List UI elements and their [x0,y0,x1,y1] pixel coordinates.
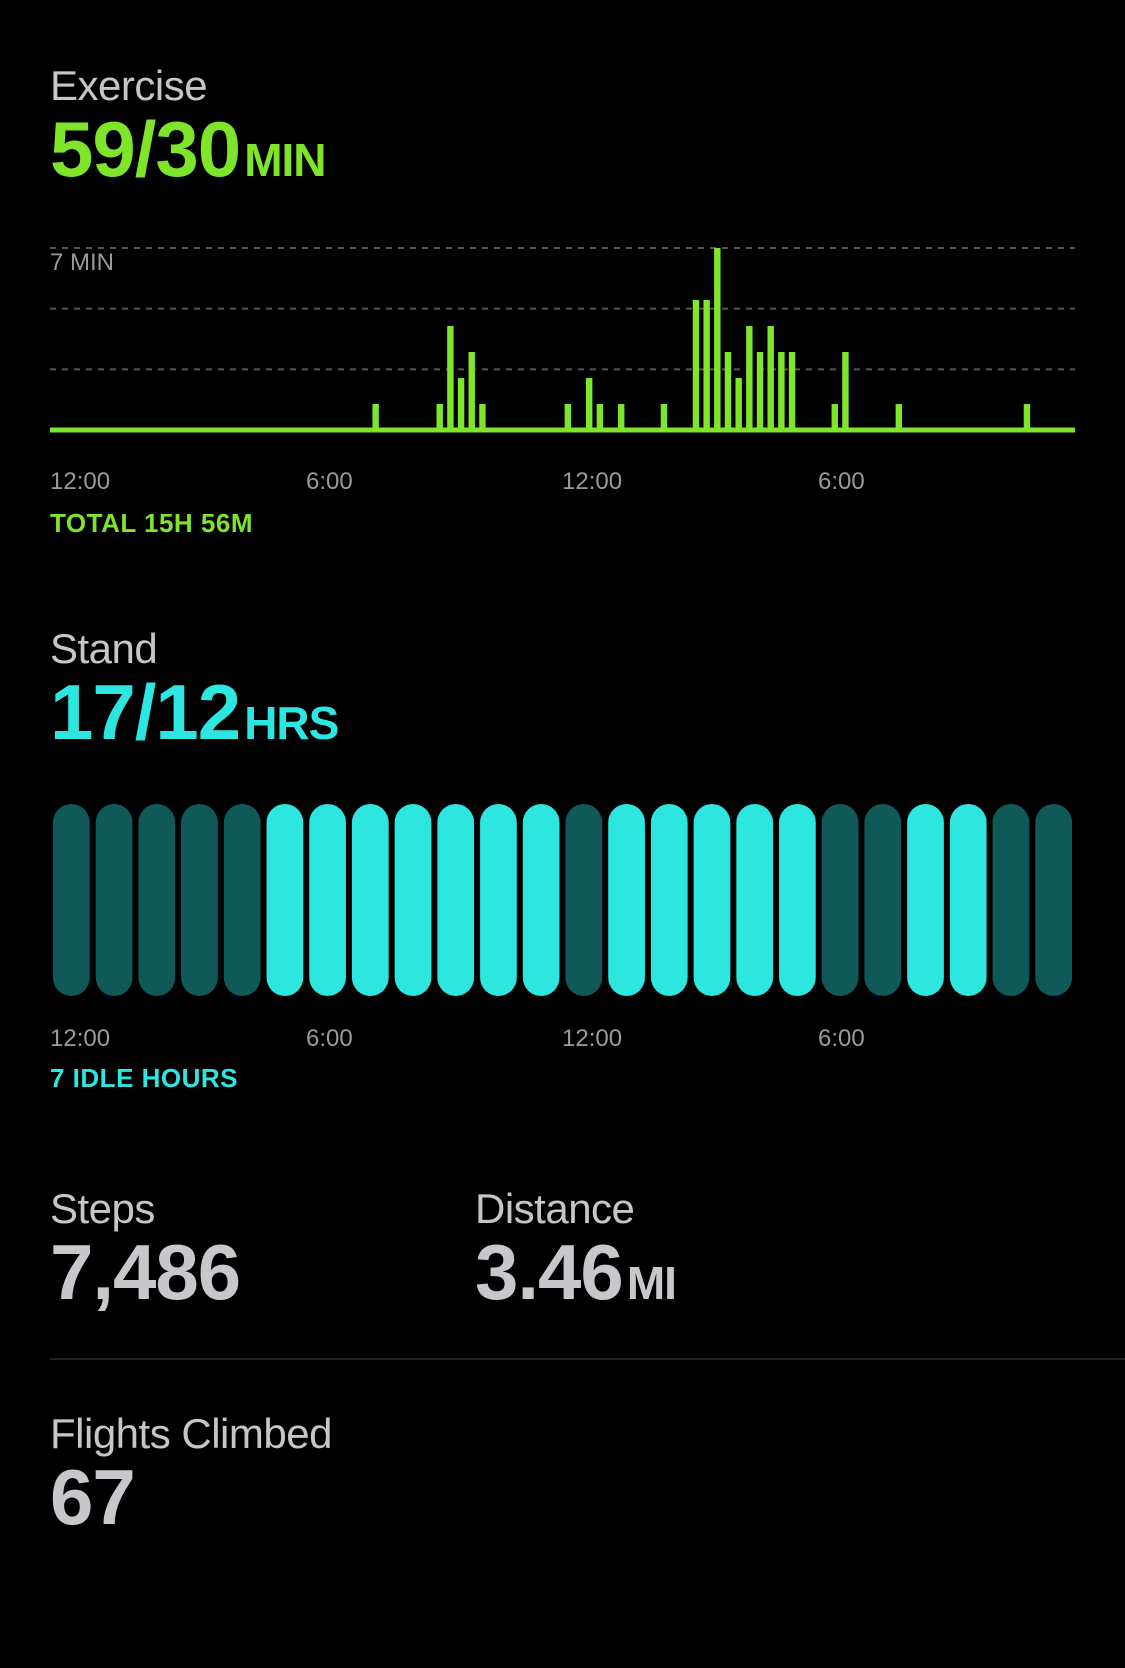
exercise-value: 59/30MIN [50,110,1075,188]
exercise-bar [436,404,443,430]
stand-hour-active [522,804,560,996]
stand-hour-active [608,804,645,996]
stand-hour-active [480,804,517,996]
exercise-bar [767,326,774,430]
stand-hour-idle [992,804,1030,996]
exercise-bar [585,378,593,430]
exercise-axis-label: 6:00 [818,468,865,495]
stand-axis-label: 6:00 [818,1025,865,1052]
exercise-total: TOTAL 15H 56M [50,508,253,538]
stand-hour-idle [223,804,261,996]
exercise-axis-label: 12:00 [562,468,623,495]
stand-hour-idle [95,804,133,996]
exercise-label: Exercise [50,62,208,109]
stand-value-number: 17/12 [50,668,241,756]
exercise-bar [842,352,849,430]
stand-hour-active [394,804,432,996]
stand-hour-active [736,804,774,996]
distance-label: Distance [475,1185,635,1232]
stand-hour-active [693,804,731,996]
stand-hour-idle [821,804,859,996]
stand-section: Stand 17/12HRS [50,625,1075,751]
distance-value-number: 3.46 [475,1228,624,1316]
stand-hour-active [309,804,346,996]
stand-value: 17/12HRS [50,673,1075,751]
stand-hour-idle [181,804,218,996]
flights-value: 67 [50,1453,136,1541]
distance-block: Distance 3.46MI [475,1185,975,1311]
stand-idle-hours: 7 IDLE HOURS [50,1063,239,1093]
exercise-bar [468,352,475,430]
steps-value: 7,486 [50,1228,241,1316]
exercise-bar [831,404,838,430]
exercise-bar [692,300,700,430]
stand-axis-label: 6:00 [306,1025,353,1052]
exercise-chart: 7 MIN [50,247,1075,433]
stand-chart [53,804,1072,996]
stand-axis-label: 12:00 [50,1025,111,1052]
steps-label: Steps [50,1185,155,1232]
exercise-bar [735,378,742,430]
exercise-bar [703,300,710,430]
exercise-bar [788,352,796,430]
exercise-bar [724,352,732,430]
exercise-bar [1023,404,1031,430]
stand-hour-active [650,804,688,996]
exercise-bar [778,352,785,430]
stand-axis-labels: 12:00 6:00 12:00 6:00 [50,1025,1075,1055]
exercise-bar [372,404,379,430]
exercise-bar [714,248,721,430]
divider [50,1358,1125,1360]
stand-label: Stand [50,625,158,672]
stand-value-unit: HRS [244,697,339,749]
flights-label: Flights Climbed [50,1410,332,1457]
stand-hour-active [949,804,987,996]
exercise-value-unit: MIN [244,134,326,186]
distance-value: 3.46MI [475,1233,975,1311]
exercise-section: Exercise 59/30MIN [50,62,1075,188]
stand-hour-active [351,804,389,996]
stand-hour-active [907,804,944,996]
exercise-bar [479,404,486,430]
exercise-value-number: 59/30 [50,105,241,193]
stand-hour-idle [565,804,603,996]
stand-hour-idle [1035,804,1072,996]
exercise-bar [895,404,903,430]
stand-axis-label: 12:00 [562,1025,623,1052]
stand-hour-active [437,804,475,996]
exercise-bar [746,326,753,430]
exercise-axis-labels: 12:00 6:00 12:00 6:00 [50,468,1075,498]
stand-hour-active [266,804,304,996]
exercise-bar [756,352,764,430]
exercise-bar [457,378,465,430]
distance-value-unit: MI [626,1257,677,1309]
stand-hour-idle [864,804,902,996]
exercise-bar [447,326,454,430]
exercise-axis-label: 12:00 [50,468,111,495]
exercise-axis-label: 6:00 [306,468,353,495]
flights-block: Flights Climbed 67 [50,1410,1075,1536]
stand-hour-idle [138,804,176,996]
steps-block: Steps 7,486 [50,1185,430,1311]
exercise-bar [618,404,625,430]
stand-hour-active [779,804,816,996]
exercise-y-max-label: 7 MIN [50,249,114,276]
exercise-bar [596,404,604,430]
exercise-bar [564,404,572,430]
stand-hour-idle [53,804,90,996]
exercise-bar [660,404,668,430]
